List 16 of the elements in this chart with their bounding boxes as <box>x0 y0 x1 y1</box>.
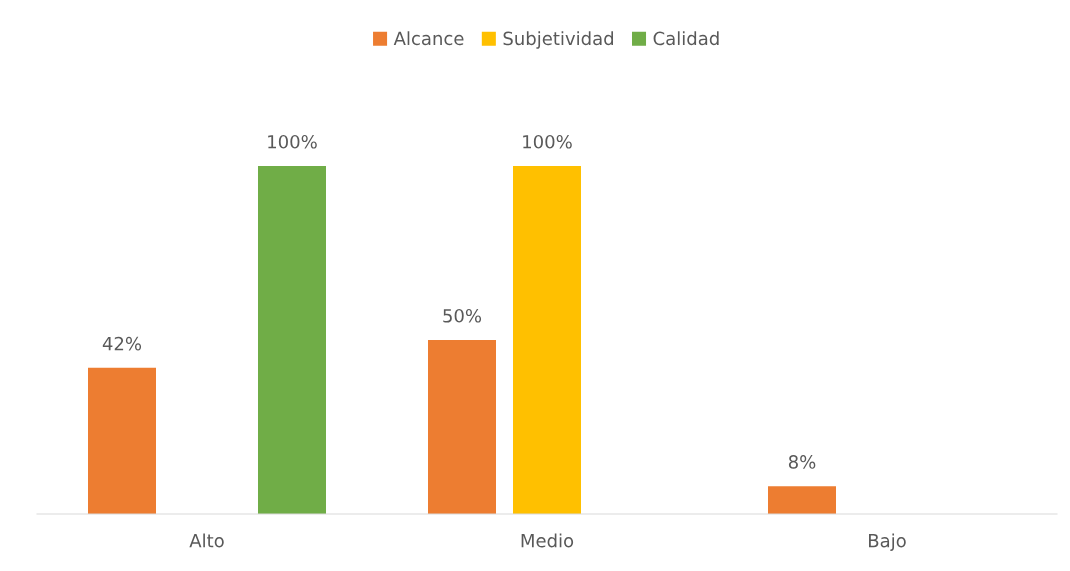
x-tick-label: Alto <box>189 533 224 548</box>
bar <box>768 486 836 514</box>
bar <box>428 340 496 514</box>
x-tick-label: Medio <box>521 533 574 548</box>
data-label: 100% <box>268 134 317 149</box>
legend-label: Alcance <box>393 31 464 46</box>
bar <box>513 166 581 514</box>
data-label: 50% <box>443 308 482 323</box>
x-tick-label: Bajo <box>869 533 906 551</box>
legend-label: Subjetividad <box>503 31 613 49</box>
data-label: 8% <box>788 455 816 469</box>
bar <box>258 166 326 514</box>
data-label: 42% <box>102 336 142 351</box>
bar <box>88 367 156 514</box>
legend-label: Calidad <box>653 31 719 46</box>
data-label: 100% <box>523 134 572 149</box>
